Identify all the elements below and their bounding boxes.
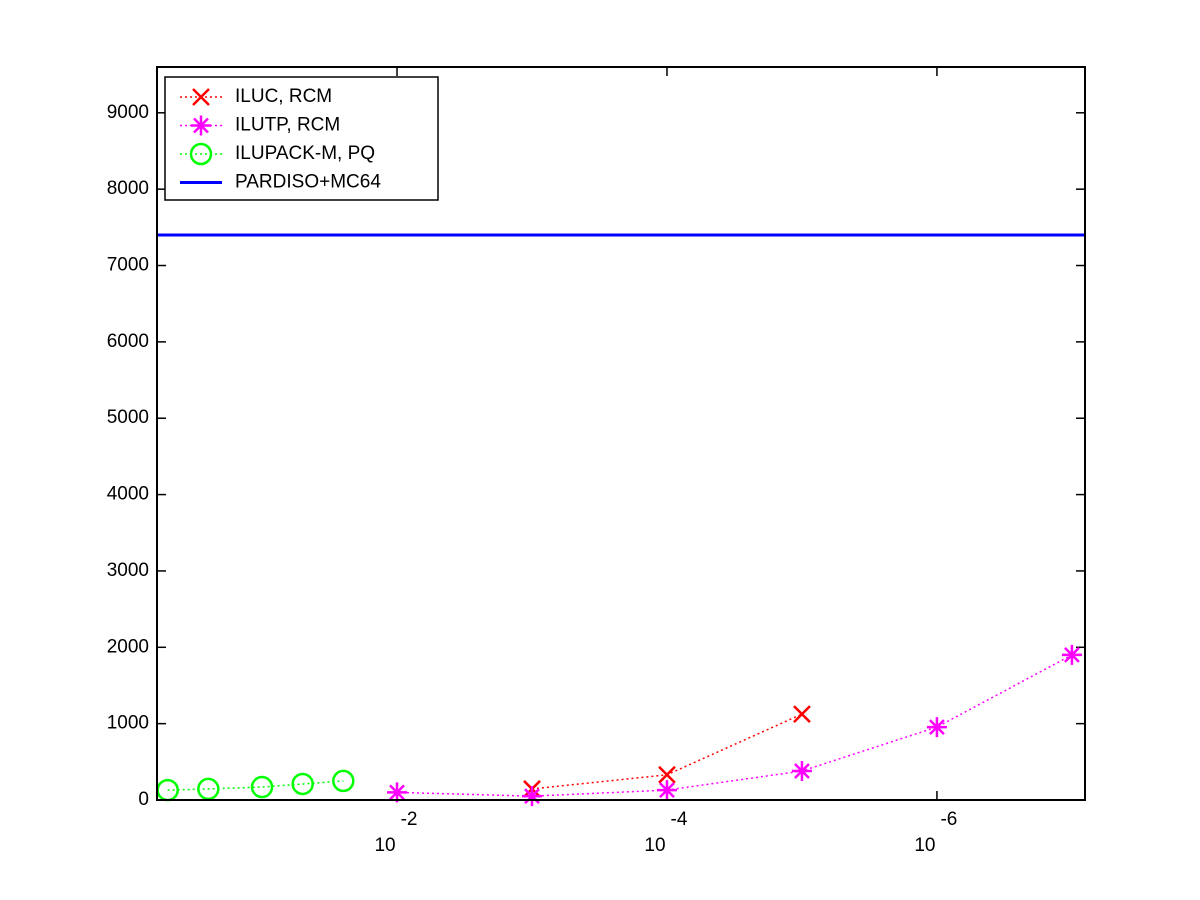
marker [793, 705, 811, 723]
x-tick-exponent: -4 [671, 809, 688, 830]
marker [656, 780, 677, 801]
marker-star [656, 780, 677, 801]
marker-circle [332, 769, 355, 793]
x-tick-label: 10 [374, 835, 395, 856]
marker [250, 775, 274, 799]
y-tick-label: 6000 [107, 331, 149, 352]
marker-x [192, 88, 210, 106]
marker [197, 777, 220, 801]
y-tick-label: 2000 [107, 636, 149, 657]
marker [291, 772, 314, 796]
marker-circle [291, 772, 314, 796]
marker-x [658, 765, 676, 784]
legend-label: PARDISO+MC64 [235, 172, 381, 193]
x-tick-label: 10 [914, 835, 935, 856]
marker [191, 115, 211, 136]
legend-label: ILUC, RCM [235, 86, 332, 107]
marker [192, 88, 210, 106]
marker-circle [189, 142, 213, 166]
marker-star [191, 115, 211, 136]
plot-frame [156, 66, 1086, 801]
y-tick-label: 5000 [107, 407, 149, 428]
y-tick-label: 9000 [107, 102, 149, 123]
marker-star [791, 760, 812, 781]
marker-x [793, 705, 811, 723]
y-tick-label: 1000 [107, 713, 149, 734]
series [387, 644, 1082, 807]
marker [926, 717, 947, 738]
legend-label: ILUTP, RCM [235, 115, 340, 136]
marker [791, 760, 812, 781]
y-tick-label: 7000 [107, 255, 149, 276]
y-tick-label: 3000 [107, 560, 149, 581]
marker-star [387, 782, 408, 803]
marker-circle [250, 775, 274, 799]
y-tick-label: 4000 [107, 484, 149, 505]
marker [189, 142, 213, 166]
marker-star [1061, 644, 1082, 665]
marker [387, 782, 408, 803]
marker [658, 765, 676, 784]
marker-star [521, 786, 542, 807]
marker [1061, 644, 1082, 665]
y-tick-label: 0 [138, 789, 149, 810]
marker [521, 786, 542, 807]
legend-label: ILUPACK-M, PQ [235, 143, 375, 164]
x-tick-exponent: -2 [401, 809, 418, 830]
x-tick-label: 10 [644, 835, 665, 856]
marker [332, 769, 355, 793]
x-tick-exponent: -6 [940, 809, 957, 830]
marker-circle [197, 777, 220, 801]
marker-star [926, 717, 947, 738]
y-tick-label: 8000 [107, 178, 149, 199]
